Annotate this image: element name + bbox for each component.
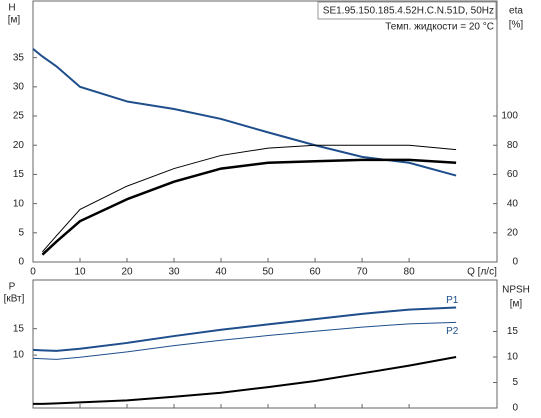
y-tick-label: 5	[18, 227, 24, 238]
y-tick-label: 10	[13, 350, 25, 361]
x-tick-label: 70	[357, 267, 369, 278]
y-axis-unit: [кВт]	[4, 294, 25, 305]
x-tick-label: 30	[168, 267, 180, 278]
x-tick-label: 80	[404, 267, 416, 278]
curve	[32, 306, 457, 352]
y-axis-label: P	[9, 282, 16, 293]
chart-title: SE1.95.150.185.4.52H.C.N.51D, 50Hz	[323, 6, 494, 17]
y2-tick-label: 80	[507, 140, 519, 151]
y2-axis-unit: [м]	[510, 299, 523, 310]
plot-frame	[32, 0, 498, 263]
title-box	[317, 1, 497, 20]
y-tick-label: 20	[13, 140, 25, 151]
plot-frame	[32, 279, 498, 409]
y2-tick-label: 60	[507, 169, 519, 180]
curve	[33, 356, 457, 405]
y2-tick-label: 20	[507, 227, 519, 238]
y-tick-label: 30	[13, 81, 25, 92]
curve	[32, 48, 457, 177]
x-tick-label: 40	[215, 267, 227, 278]
y-axis-label: H	[8, 3, 15, 14]
y2-axis-label: eta	[509, 6, 523, 17]
x-axis-label: Q [л/с]	[467, 267, 497, 278]
curve	[42, 144, 457, 253]
x-tick-label: 50	[262, 267, 274, 278]
y2-tick-label: 15	[507, 326, 519, 337]
y-tick-label: 0	[18, 257, 24, 268]
x-tick-label: 60	[310, 267, 322, 278]
curve-label: P1	[446, 295, 459, 306]
y2-axis-label: NPSH	[502, 285, 530, 296]
y2-axis-unit: [%]	[509, 20, 524, 31]
y2-tick-label: 100	[501, 111, 518, 122]
y-tick-label: 15	[13, 323, 25, 334]
y2-tick-label: 0	[512, 403, 518, 414]
y-tick-label: 15	[13, 169, 25, 180]
y-tick-label: 35	[13, 52, 25, 63]
x-tick-label: 20	[121, 267, 133, 278]
y2-tick-label: 40	[507, 198, 519, 209]
y2-tick-label: 0	[512, 257, 518, 268]
chart-subtitle: Темп. жидкости = 20 °C	[385, 22, 494, 33]
curve-label: P2	[446, 326, 459, 337]
y-axis-unit: [м]	[8, 15, 21, 26]
y-tick-label: 10	[13, 198, 25, 209]
y2-tick-label: 5	[512, 377, 518, 388]
x-tick-label: 0	[30, 267, 36, 278]
y-tick-label: 25	[13, 111, 25, 122]
x-tick-label: 10	[74, 267, 86, 278]
y2-tick-label: 10	[507, 352, 519, 363]
curve	[32, 321, 457, 360]
curve	[41, 158, 457, 256]
